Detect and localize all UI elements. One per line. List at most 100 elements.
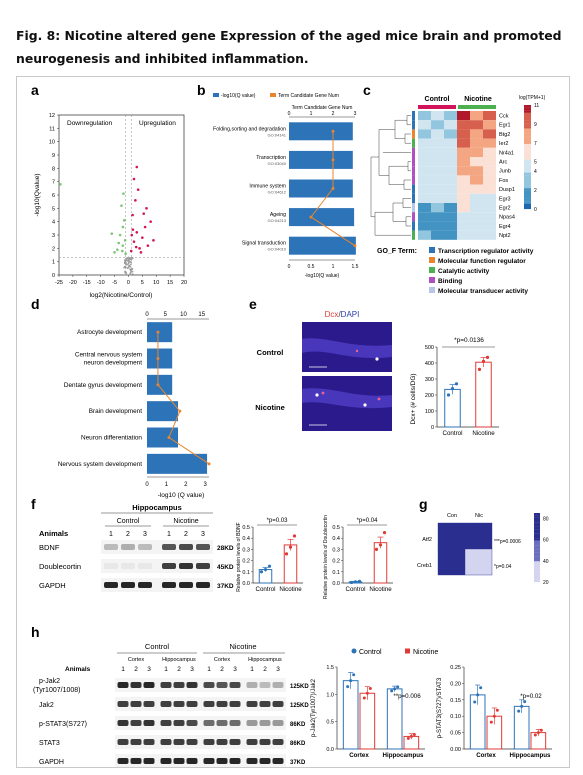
tf-scale-step	[534, 563, 540, 566]
chart-data-point	[263, 567, 268, 572]
blot-f-band	[196, 582, 210, 588]
chart-data-point	[390, 689, 394, 693]
volcano-xtick-label: 5	[141, 280, 144, 286]
panel-label-e: e	[249, 296, 257, 312]
go-legend-swatch	[429, 247, 435, 253]
go-legend-label: Binding	[438, 278, 462, 285]
chart-data-point	[374, 547, 379, 551]
heatmap-cell	[483, 184, 496, 194]
chart-ylabel: p-STAT3(S727)/STAT3	[437, 677, 443, 738]
heatmap-cell	[444, 147, 457, 157]
heatmap-gene-label: Egr3	[499, 196, 511, 202]
chart-data-point	[365, 691, 369, 695]
heatmap-scale-step	[524, 123, 531, 126]
chart-data-point	[473, 700, 477, 704]
go-bar	[147, 348, 173, 369]
go-term-name: Central nervous system	[75, 352, 142, 359]
kegg-bottom-tick: 0.5	[308, 264, 315, 270]
volcano-xtick-label: 20	[181, 280, 187, 286]
volcano-point-ns	[128, 264, 130, 267]
volcano-point-down	[59, 183, 62, 186]
blot-h-hippo-1: Hippocampus	[162, 657, 196, 663]
kegg-top-axis-title: Term Candidate Gene Num	[292, 105, 353, 111]
chart-ytick-label: 0.2	[332, 559, 340, 565]
chart-ytick-label: 0.1	[332, 570, 340, 576]
heatmap-cell	[483, 111, 496, 121]
heatmap-scale-title: log(TPM+1)	[519, 95, 546, 101]
heatmap-cell	[444, 203, 457, 213]
blot-f-band	[104, 544, 118, 550]
blot-h-band	[130, 758, 142, 764]
heatmap-control-bar	[418, 105, 456, 109]
blot-f-bands: BDNF 28KD Doublecortin 45KD GAPDH 37KD	[39, 540, 234, 592]
go-bar	[147, 427, 178, 448]
doublecortin-ylabel: Relative protein levels of Doublecortin	[323, 515, 329, 599]
heatmap-gene-label: Egr4	[499, 224, 511, 230]
heatmap-gene-label: Npt2	[499, 233, 511, 239]
go-bar	[147, 322, 173, 343]
blot-f-band-name: Doublecortin	[39, 562, 81, 571]
go-bottom-tick: 1	[165, 482, 169, 488]
heatmap-scale-tick: 7	[534, 141, 537, 147]
tf-heatmap-cell	[437, 522, 466, 550]
panel-label-h: h	[31, 624, 40, 640]
chart-data-point	[485, 355, 490, 359]
volcano-point-up	[136, 188, 140, 191]
heatmap-cell	[444, 111, 457, 121]
heatmap-cell	[470, 166, 483, 176]
chart-data-point	[533, 733, 537, 737]
blot-h-band	[246, 739, 258, 745]
go-xlabel: -log10 (Q value)	[158, 492, 205, 499]
heatmap-cell	[431, 212, 444, 222]
heatmap-cell	[483, 175, 496, 185]
chart-data-point	[396, 685, 400, 689]
volcano-point-down	[110, 232, 114, 235]
blot-h-lane-number: 2	[220, 666, 224, 673]
blot-h-band	[143, 739, 155, 745]
heatmap-cell	[483, 147, 496, 157]
blot-h-band-size: 37KD	[290, 760, 306, 766]
volcano-point-up	[142, 212, 146, 215]
kegg-bar	[289, 236, 356, 255]
heatmap-cell	[483, 166, 496, 176]
blot-h-lane-number: 2	[134, 666, 138, 673]
heatmap-cell	[418, 129, 431, 139]
tf-col-con: Con	[447, 513, 457, 519]
blot-h-bands: p-Jak2 (Tyr1007/1008) 125KD Jak2 125KD p-STAT…	[33, 678, 309, 767]
heatmap-cell	[457, 157, 470, 167]
tf-scale-step	[534, 529, 540, 532]
blot-h-band	[173, 682, 185, 688]
kegg-bottom-title: -log10(Q value)	[305, 273, 340, 279]
heatmap-scale-tick: 4	[534, 169, 537, 175]
tf-scale-step	[534, 522, 540, 525]
heatmap-cell	[470, 203, 483, 213]
blot-h-band	[130, 720, 142, 726]
volcano-point-ns	[131, 270, 134, 273]
blot-h-band	[246, 720, 258, 726]
tf-scale-step	[534, 531, 540, 534]
heatmap-cell	[418, 184, 431, 194]
chart-ytick-label: 0.4	[242, 536, 250, 542]
tf-scale-step	[534, 554, 540, 557]
stain-row-nicotine: Nicotine	[255, 403, 285, 412]
heatmap-scale-step	[524, 107, 531, 111]
volcano-point-up	[131, 213, 134, 217]
heatmap-cell	[418, 166, 431, 176]
volcano-ytick-label: 12	[49, 113, 55, 119]
heatmap-scale-step	[524, 110, 531, 113]
heatmap-cell	[483, 138, 496, 148]
heatmap-scale-step	[524, 193, 531, 197]
volcano-point-ns	[127, 261, 130, 264]
heatmap-go-strip	[412, 147, 415, 157]
volcano-point-ns	[127, 258, 130, 261]
blot-h-band	[130, 682, 142, 688]
stain-dapi: DAPI	[341, 310, 360, 319]
micrograph-nicotine	[302, 376, 392, 431]
heatmap-cell	[470, 212, 483, 222]
blot-h-band	[160, 682, 172, 688]
heatmap-cell	[457, 111, 470, 121]
kegg-bar	[289, 179, 353, 198]
heatmap-scale-step	[524, 157, 531, 160]
heatmap-cell	[444, 184, 457, 194]
